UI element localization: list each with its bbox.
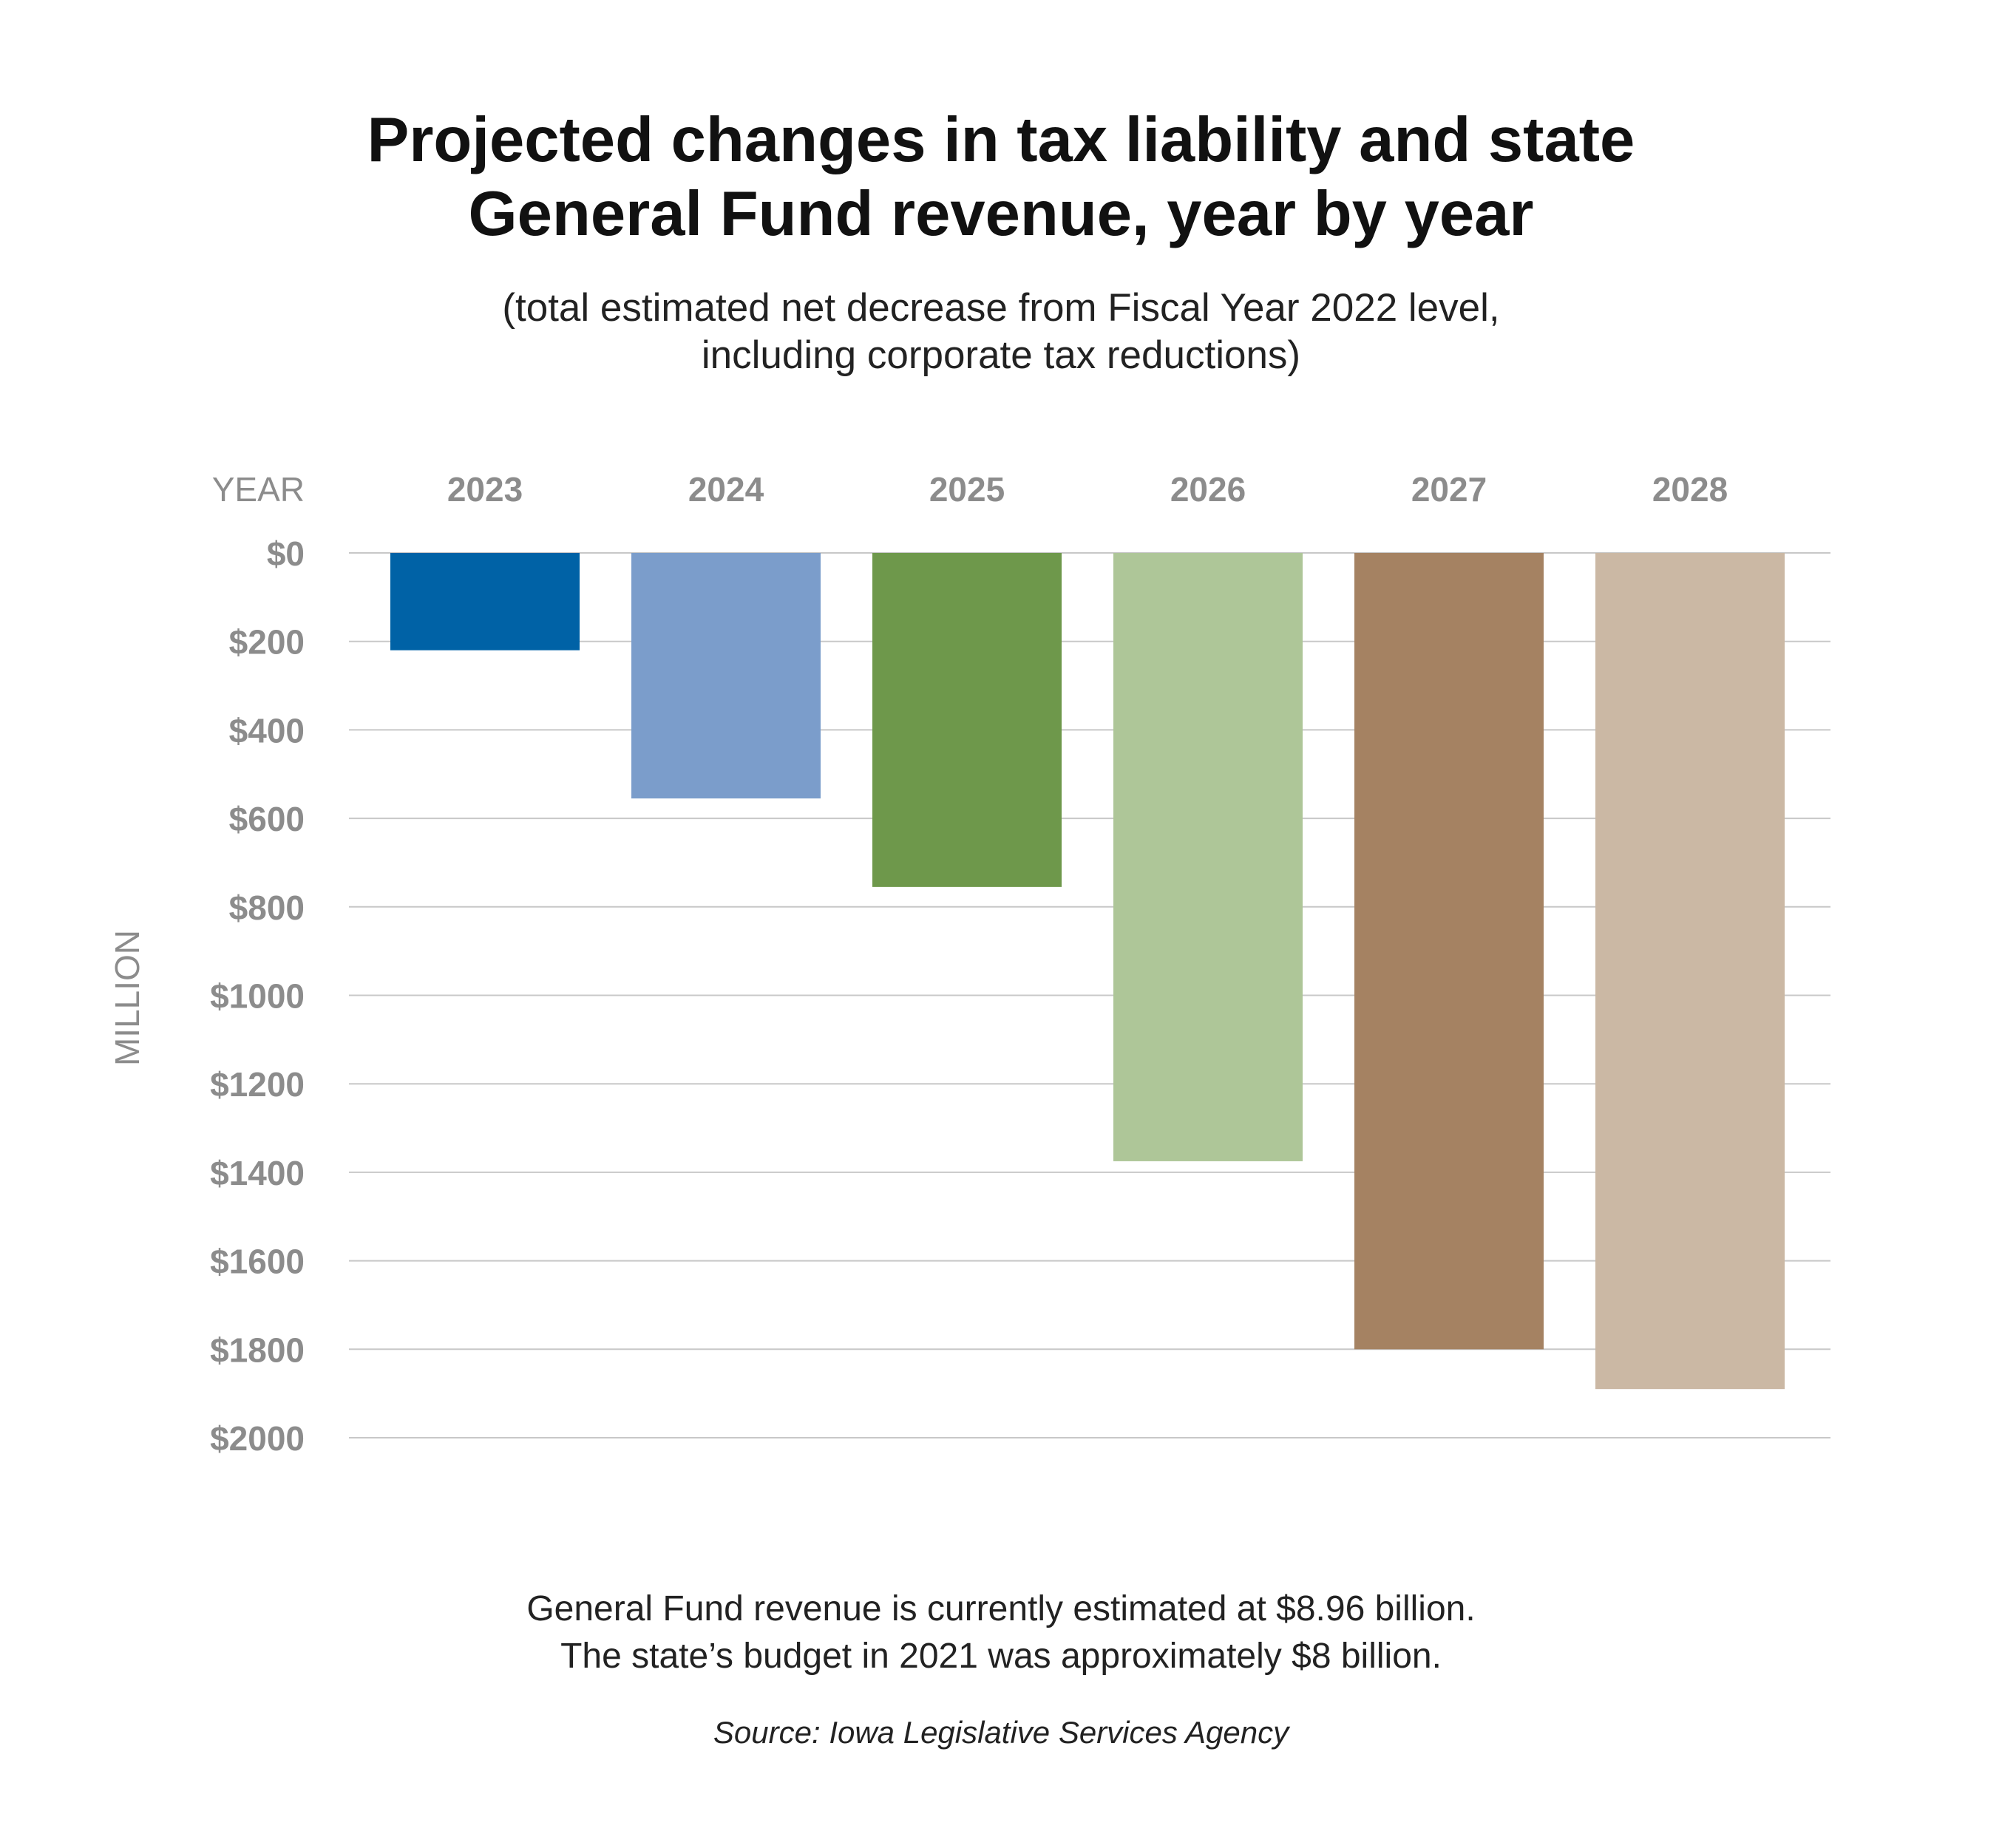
y-tick-label: $1600 — [210, 1243, 305, 1281]
bar-2028 — [1595, 553, 1785, 1390]
chart-subtitle-line-2: including corporate tax reductions) — [701, 333, 1301, 377]
source-note: Source: Iowa Legislative Services Agency — [713, 1715, 1289, 1750]
chart-title: Projected changes in tax liability and s… — [0, 103, 2002, 251]
chart-title-line-2: General Fund revenue, year by year — [468, 179, 1534, 249]
y-tick-label: $2000 — [210, 1419, 305, 1458]
y-tick-label: $0 — [267, 534, 305, 573]
y-tick-label: $1000 — [210, 977, 305, 1016]
footnote-line-1: General Fund revenue is currently estima… — [526, 1589, 1476, 1628]
footnote: General Fund revenue is currently estima… — [0, 1586, 2002, 1680]
bar-2027 — [1354, 553, 1544, 1350]
x-axis-tick-labels: 2023 2024 2025 2026 2027 2028 — [447, 470, 1728, 509]
bar-2025 — [872, 553, 1062, 887]
footnote-line-2: The state’s budget in 2021 was approxima… — [560, 1637, 1442, 1676]
x-tick-label: 2024 — [688, 470, 764, 509]
grid-lines — [349, 552, 1830, 1438]
bar-2024 — [631, 553, 821, 799]
y-tick-label: $600 — [229, 800, 305, 838]
bar-2023 — [390, 553, 580, 650]
chart-title-line-1: Projected changes in tax liability and s… — [367, 105, 1635, 175]
chart-subtitle-line-1: (total estimated net decrease from Fisca… — [502, 286, 1500, 330]
y-tick-label: $800 — [229, 889, 305, 927]
bar-chart: $0 $200 $400 $600 $800 $1000 $1200 $1400 $1600 $1… — [108, 470, 1830, 1458]
x-tick-label: 2027 — [1411, 470, 1487, 509]
y-axis-label: MILLION — [108, 930, 146, 1066]
y-tick-label: $400 — [229, 711, 305, 750]
x-tick-label: 2028 — [1652, 470, 1728, 509]
x-tick-label: 2025 — [929, 470, 1005, 509]
y-axis-tick-labels: $0 $200 $400 $600 $800 $1000 $1200 $1400 $1600 $1… — [210, 534, 305, 1458]
x-tick-label: 2026 — [1170, 470, 1246, 509]
y-tick-label: $1200 — [210, 1065, 305, 1104]
y-tick-label: $1400 — [210, 1154, 305, 1192]
bar-2026 — [1113, 553, 1303, 1161]
x-axis-label: YEAR — [212, 470, 305, 509]
x-tick-label: 2023 — [447, 470, 523, 509]
bars — [390, 553, 1785, 1390]
y-tick-label: $200 — [229, 623, 305, 662]
y-tick-label: $1800 — [210, 1331, 305, 1369]
chart-subtitle: (total estimated net decrease from Fisca… — [0, 285, 2002, 379]
